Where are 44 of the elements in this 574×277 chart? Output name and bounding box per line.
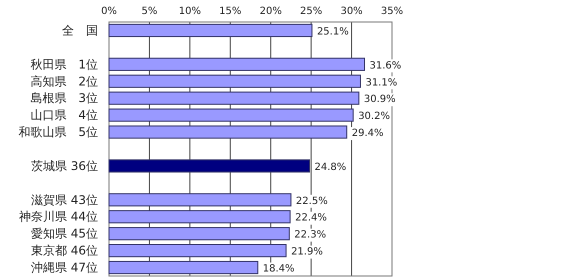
data-label: 24.8% — [314, 162, 346, 173]
y-tick-label: 高知県 2位 — [30, 74, 98, 88]
x-tick-label: 30% — [340, 6, 363, 17]
y-tick-label: 秋田県 1位 — [30, 57, 98, 72]
x-tick-label: 15% — [219, 6, 242, 17]
y-tick-label: 東京都 46位 — [30, 244, 98, 258]
data-label: 22.5% — [296, 196, 328, 207]
x-tick-label: 20% — [260, 6, 282, 17]
data-label: 30.2% — [358, 111, 390, 122]
bar — [108, 227, 290, 240]
data-label: 21.9% — [291, 246, 323, 258]
x-tick-label: 5% — [141, 6, 158, 17]
bar — [108, 108, 354, 122]
data-label: 25.1% — [316, 26, 349, 38]
data-label: 22.4% — [295, 212, 327, 224]
y-tick-label: 全 国 — [62, 23, 98, 38]
bar — [108, 92, 360, 105]
bar — [108, 193, 292, 206]
bar — [108, 210, 291, 224]
y-tick-label: 沖縄県 47位 — [30, 260, 98, 275]
data-label: 30.9% — [364, 94, 396, 106]
data-label: 31.1% — [365, 77, 398, 88]
data-label: 29.4% — [352, 128, 384, 140]
data-label: 22.3% — [294, 230, 326, 241]
y-tick-label: 愛知県 45位 — [30, 226, 98, 241]
y-tick-label: 山口県 4位 — [30, 108, 98, 122]
bar — [108, 74, 361, 88]
data-label: 31.6% — [370, 60, 402, 72]
y-tick-label: 神奈川県 44位 — [18, 210, 98, 224]
x-tick-label: 25% — [300, 6, 322, 17]
y-tick-label: 茨城県 36位 — [30, 158, 98, 173]
x-tick-label: 10% — [178, 6, 201, 17]
y-tick-label: 島根県 3位 — [30, 91, 98, 106]
y-tick-label: 滋賀県 43位 — [30, 192, 98, 207]
data-label: 18.4% — [262, 264, 295, 275]
bar — [108, 24, 312, 38]
x-tick-label: 35% — [380, 6, 404, 17]
y-tick-label: 和歌山県 5位 — [18, 125, 98, 140]
x-tick-label: 0% — [101, 6, 117, 17]
bar — [108, 159, 310, 173]
bar — [108, 58, 366, 71]
bar — [108, 125, 348, 139]
bar — [108, 260, 258, 274]
bar — [108, 244, 287, 258]
